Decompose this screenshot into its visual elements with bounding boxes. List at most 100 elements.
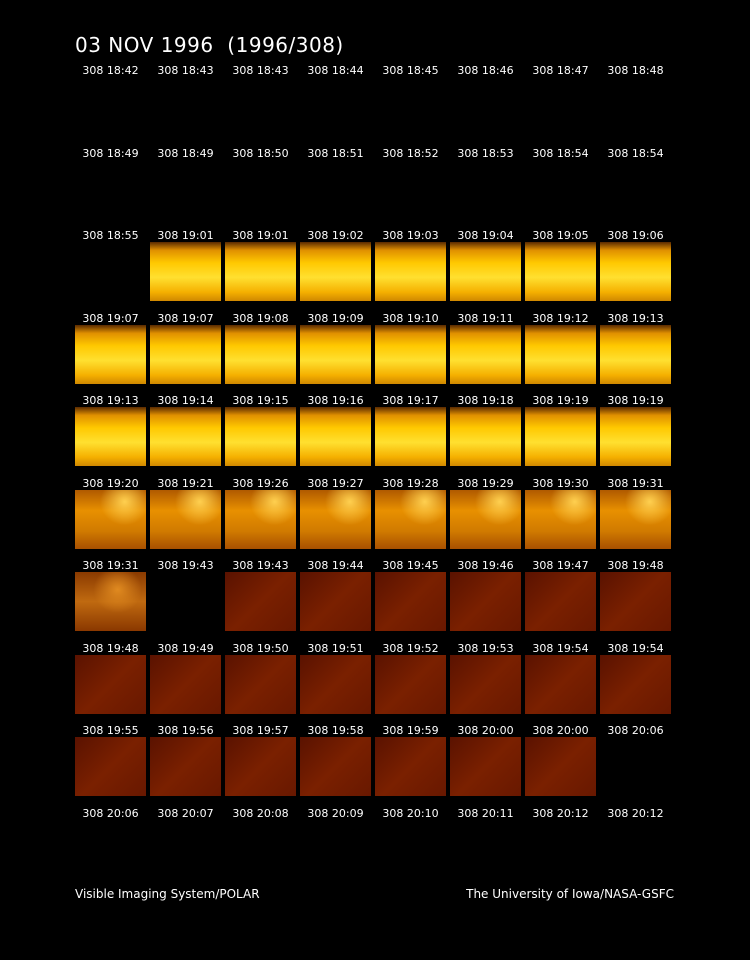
frame-label: 308 19:46 bbox=[457, 559, 514, 572]
frame-image bbox=[300, 489, 371, 549]
frame-image bbox=[525, 572, 596, 631]
frame-label: 308 19:13 bbox=[607, 311, 664, 325]
title: 03 NOV 1996 (1996/308) bbox=[75, 33, 344, 57]
frame-image bbox=[600, 654, 671, 714]
frame-label: 308 20:12 bbox=[607, 806, 664, 820]
frame-image bbox=[600, 242, 671, 301]
frame-image bbox=[450, 324, 521, 384]
frame-image bbox=[375, 737, 446, 796]
frame-label: 308 19:44 bbox=[307, 559, 364, 572]
frame-image bbox=[450, 159, 521, 219]
frame-image bbox=[150, 654, 221, 714]
frame-image bbox=[75, 737, 146, 796]
frame-image bbox=[150, 489, 221, 549]
frame-label: 308 19:48 bbox=[82, 641, 139, 655]
frame-image bbox=[525, 242, 596, 301]
frame-image bbox=[225, 654, 296, 714]
frame-label: 308 19:19 bbox=[607, 394, 664, 407]
frame-image bbox=[450, 737, 521, 796]
frame-label: 308 18:54 bbox=[532, 146, 589, 160]
frame-label: 308 19:08 bbox=[232, 311, 289, 325]
frame-image bbox=[300, 407, 371, 466]
frame-image bbox=[600, 572, 671, 631]
footer-right: The University of Iowa/NASA-GSFC bbox=[466, 887, 674, 901]
frame-image bbox=[450, 654, 521, 714]
frame-label: 308 20:08 bbox=[232, 806, 289, 820]
frame-label: 308 19:27 bbox=[307, 476, 364, 490]
frame-image bbox=[450, 242, 521, 301]
frame-label: 308 19:13 bbox=[82, 394, 139, 407]
frame-image bbox=[600, 819, 671, 879]
frame-label: 308 19:09 bbox=[307, 311, 364, 325]
frame-label: 308 19:29 bbox=[457, 476, 514, 490]
frame-label: 308 19:04 bbox=[457, 229, 514, 242]
frame-label: 308 19:55 bbox=[82, 724, 139, 737]
frame-label: 308 19:50 bbox=[232, 641, 289, 655]
frame-image bbox=[150, 77, 221, 136]
frame-image bbox=[525, 654, 596, 714]
frame-label: 308 20:00 bbox=[457, 724, 514, 737]
frame-label: 308 19:18 bbox=[457, 394, 514, 407]
frame-image bbox=[450, 77, 521, 136]
frame-image bbox=[375, 77, 446, 136]
frame-image bbox=[450, 572, 521, 631]
frame-label: 308 18:49 bbox=[157, 146, 214, 160]
frame-label: 308 20:09 bbox=[307, 806, 364, 820]
frame-image bbox=[150, 324, 221, 384]
frame-image bbox=[375, 572, 446, 631]
frame-image bbox=[525, 77, 596, 136]
frame-label: 308 19:14 bbox=[157, 394, 214, 407]
frame-image bbox=[525, 489, 596, 549]
frame-label: 308 18:55 bbox=[82, 229, 139, 242]
frame-image bbox=[75, 819, 146, 879]
frame-label: 308 20:00 bbox=[532, 724, 589, 737]
frame-image bbox=[450, 407, 521, 466]
frame-label: 308 19:05 bbox=[532, 229, 589, 242]
frame-image bbox=[525, 407, 596, 466]
frame-image bbox=[300, 159, 371, 219]
frame-image bbox=[450, 819, 521, 879]
frame-label: 308 19:12 bbox=[532, 311, 589, 325]
frame-label: 308 19:17 bbox=[382, 394, 439, 407]
frame-label: 308 19:45 bbox=[382, 559, 439, 572]
frame-image bbox=[225, 324, 296, 384]
frame-label: 308 18:50 bbox=[232, 146, 289, 160]
frame-image bbox=[225, 242, 296, 301]
frame-label: 308 19:31 bbox=[82, 559, 139, 572]
frame-label: 308 18:51 bbox=[307, 146, 364, 160]
frame-label: 308 18:46 bbox=[457, 64, 514, 77]
frame-label: 308 18:54 bbox=[607, 146, 664, 160]
frame-image bbox=[300, 737, 371, 796]
frame-image bbox=[300, 77, 371, 136]
frame-label: 308 18:42 bbox=[82, 64, 139, 77]
frame-image bbox=[150, 407, 221, 466]
frame-image bbox=[75, 242, 146, 301]
frame-label: 308 18:43 bbox=[232, 64, 289, 77]
frame-image bbox=[525, 159, 596, 219]
frame-label: 308 19:52 bbox=[382, 641, 439, 655]
frame-label: 308 18:52 bbox=[382, 146, 439, 160]
frame-image bbox=[75, 77, 146, 136]
footer-left: Visible Imaging System/POLAR bbox=[75, 887, 260, 901]
frame-image bbox=[300, 654, 371, 714]
frame-image bbox=[300, 572, 371, 631]
frame-label: 308 18:45 bbox=[382, 64, 439, 77]
frame-label: 308 19:54 bbox=[607, 641, 664, 655]
frame-label: 308 19:10 bbox=[382, 311, 439, 325]
frame-image bbox=[600, 489, 671, 549]
frame-label: 308 19:19 bbox=[532, 394, 589, 407]
frame-label: 308 18:44 bbox=[307, 64, 364, 77]
frame-image bbox=[75, 572, 146, 631]
frame-label: 308 19:28 bbox=[382, 476, 439, 490]
frame-label: 308 19:01 bbox=[232, 229, 289, 242]
frame-image bbox=[375, 489, 446, 549]
frame-label: 308 19:43 bbox=[232, 559, 289, 572]
frame-image bbox=[600, 159, 671, 219]
frame-image bbox=[225, 737, 296, 796]
frame-label: 308 19:11 bbox=[457, 311, 514, 325]
frame-image bbox=[525, 819, 596, 879]
frame-image bbox=[75, 324, 146, 384]
frame-label: 308 19:54 bbox=[532, 641, 589, 655]
frame-label: 308 19:21 bbox=[157, 476, 214, 490]
